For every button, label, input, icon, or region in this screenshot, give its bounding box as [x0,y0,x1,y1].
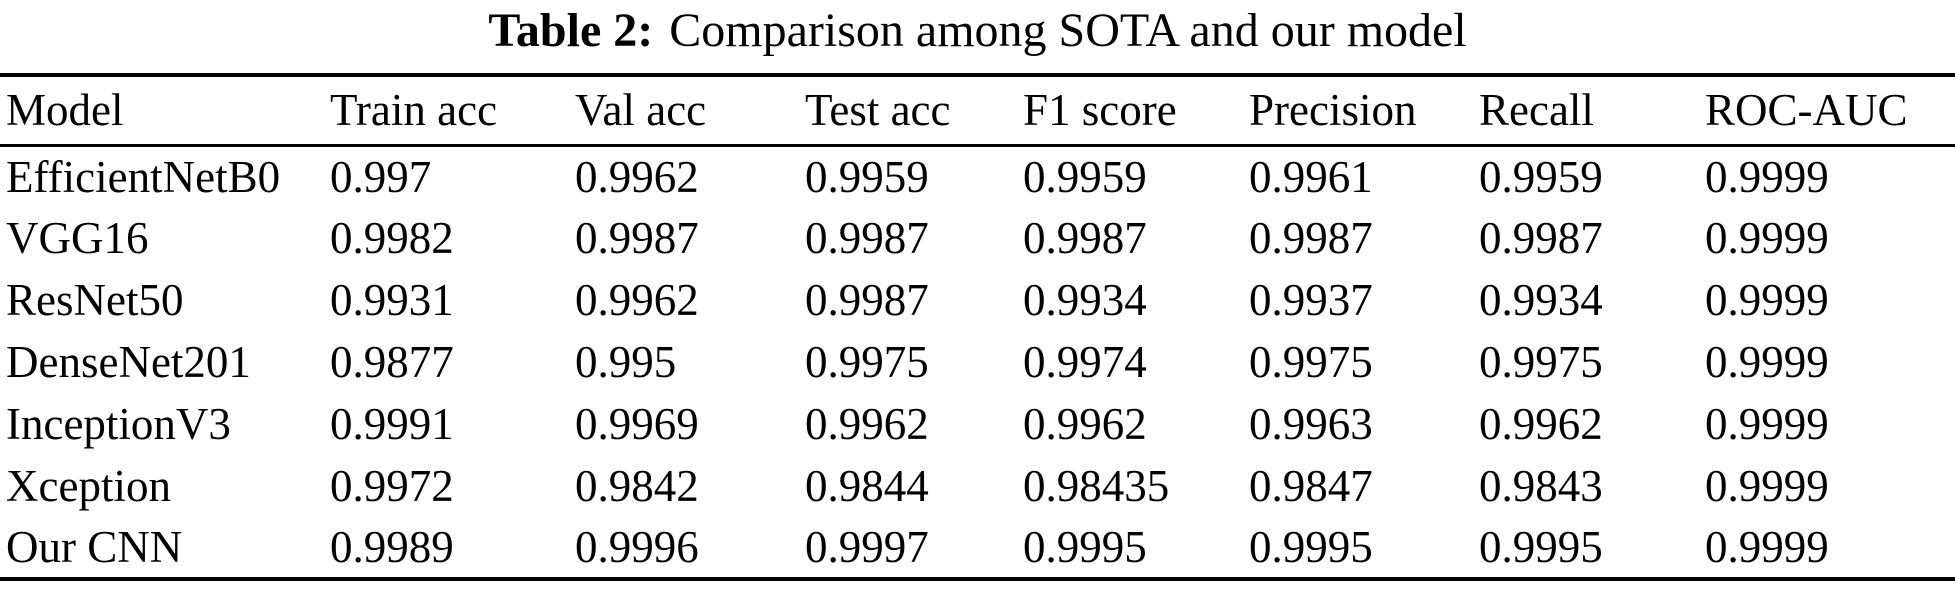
table-caption: Table 2: Comparison among SOTA and our mo… [0,0,1955,73]
metric-value-cell: 0.9987 [805,275,929,325]
model-name-cell: DenseNet201 [6,337,251,387]
table-row: VGG16 0.9982 0.9987 0.9987 0.9987 0.9987 0.998… [0,207,1955,269]
metric-value-cell: 0.9999 [1705,151,1829,202]
model-name-cell: EfficientNetB0 [6,151,281,202]
metric-value-cell: 0.9989 [330,522,454,572]
metric-value-cell: 0.9997 [805,522,929,572]
metric-value-cell: 0.9934 [1023,275,1147,325]
metric-value-cell: 0.995 [575,337,677,387]
metric-value-cell: 0.9987 [575,213,699,263]
model-name-cell: Xception [6,461,171,511]
metric-value-cell: 0.9847 [1249,461,1373,511]
metric-value-cell: 0.9987 [1249,213,1373,263]
metric-value-cell: 0.9982 [330,213,454,263]
metric-value-cell: 0.9987 [1479,213,1603,263]
column-header: Val acc [575,85,707,136]
model-name-cell: VGG16 [6,213,149,263]
metric-value-cell: 0.9974 [1023,337,1147,387]
metric-value-cell: 0.9962 [1023,399,1147,449]
metric-value-cell: 0.9961 [1249,151,1373,202]
table-body: EfficientNetB0 0.997 0.9962 0.9959 0.9959 0.9… [0,145,1955,579]
table-row: EfficientNetB0 0.997 0.9962 0.9959 0.9959 0.9… [0,145,1955,207]
metric-value-cell: 0.9842 [575,461,699,511]
metric-value-cell: 0.9959 [1479,151,1603,202]
model-name-cell: Our CNN [6,522,183,572]
metric-value-cell: 0.9934 [1479,275,1603,325]
metric-value-cell: 0.9999 [1705,275,1829,325]
column-header: ROC-AUC [1705,85,1908,136]
metric-value-cell: 0.9962 [805,399,929,449]
metric-value-cell: 0.9995 [1249,522,1373,572]
header-row: Model Train acc Val acc Test acc F1 score Pre… [0,75,1955,145]
caption-text: Comparison among SOTA and our model [669,4,1467,57]
metric-value-cell: 0.997 [330,151,432,202]
metric-value-cell: 0.9972 [330,461,454,511]
column-header: Recall [1479,85,1594,136]
caption-label: Table 2: [488,4,654,57]
metric-value-cell: 0.9987 [1023,213,1147,263]
column-header: Test acc [805,85,951,136]
column-header: Precision [1249,85,1417,136]
metric-value-cell: 0.9959 [805,151,929,202]
table-row: ResNet50 0.9931 0.9962 0.9987 0.9934 0.9937 0.… [0,269,1955,331]
column-header: Train acc [330,85,498,136]
comparison-table: Model Train acc Val acc Test acc F1 score Pre… [0,73,1955,581]
metric-value-cell: 0.9844 [805,461,929,511]
metric-value-cell: 0.9999 [1705,213,1829,263]
metric-value-cell: 0.9975 [1249,337,1373,387]
metric-value-cell: 0.9843 [1479,461,1603,511]
metric-value-cell: 0.9969 [575,399,699,449]
table-row: DenseNet201 0.9877 0.995 0.9975 0.9974 0.9975… [0,331,1955,393]
metric-value-cell: 0.9937 [1249,275,1373,325]
metric-value-cell: 0.9999 [1705,522,1829,572]
metric-value-cell: 0.9991 [330,399,454,449]
model-name-cell: InceptionV3 [6,399,231,449]
table-row: Our CNN 0.9989 0.9996 0.9997 0.9995 0.9995 0.9… [0,517,1955,579]
metric-value-cell: 0.9996 [575,522,699,572]
metric-value-cell: 0.9999 [1705,337,1829,387]
metric-value-cell: 0.9995 [1479,522,1603,572]
table-row: Xception 0.9972 0.9842 0.9844 0.98435 0.9847 0… [0,455,1955,517]
column-header: F1 score [1023,85,1177,136]
metric-value-cell: 0.9999 [1705,461,1829,511]
metric-value-cell: 0.9962 [575,275,699,325]
metric-value-cell: 0.9975 [1479,337,1603,387]
metric-value-cell: 0.9931 [330,275,454,325]
metric-value-cell: 0.9999 [1705,399,1829,449]
column-header: Model [6,85,124,136]
metric-value-cell: 0.9959 [1023,151,1147,202]
metric-value-cell: 0.98435 [1023,461,1170,511]
model-name-cell: ResNet50 [6,275,184,325]
metric-value-cell: 0.9987 [805,213,929,263]
table-row: InceptionV3 0.9991 0.9969 0.9962 0.9962 0.996… [0,393,1955,455]
metric-value-cell: 0.9962 [575,151,699,202]
metric-value-cell: 0.9963 [1249,399,1373,449]
metric-value-cell: 0.9962 [1479,399,1603,449]
metric-value-cell: 0.9995 [1023,522,1147,572]
metric-value-cell: 0.9877 [330,337,454,387]
metric-value-cell: 0.9975 [805,337,929,387]
